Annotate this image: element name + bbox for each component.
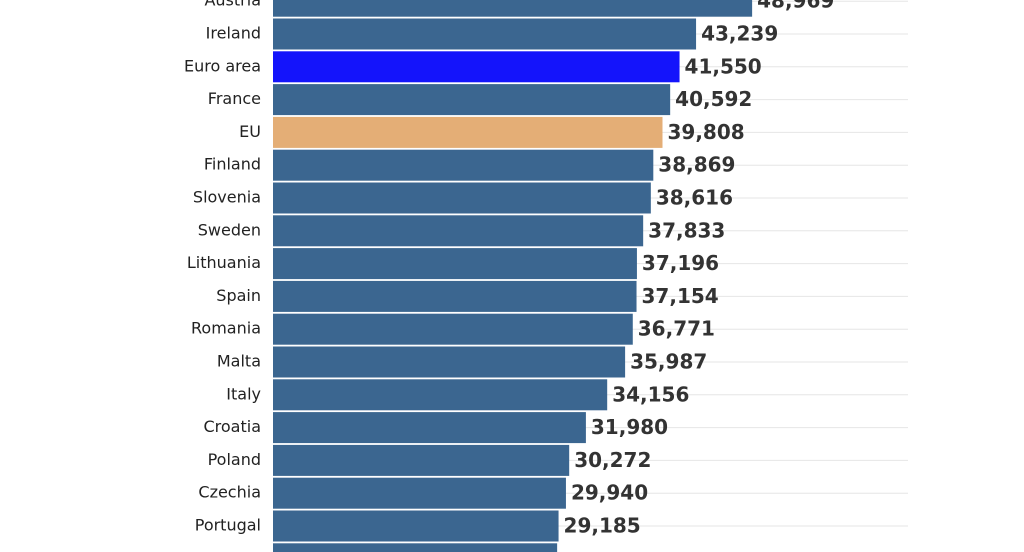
- category-label: Ireland: [206, 24, 261, 43]
- bar: [273, 346, 626, 378]
- bar: [273, 248, 637, 280]
- category-label: Italy: [226, 384, 261, 403]
- bar: [273, 215, 644, 247]
- value-label: 29,185: [564, 514, 641, 538]
- value-label: 35,987: [630, 350, 707, 374]
- category-label: Romania: [191, 319, 261, 338]
- value-label: 37,196: [642, 251, 719, 275]
- bar: [273, 313, 633, 345]
- category-label: Croatia: [203, 417, 261, 436]
- value-label: 38,616: [656, 186, 733, 210]
- category-label: Poland: [208, 450, 261, 469]
- bar: [273, 18, 697, 50]
- category-label: France: [208, 89, 261, 108]
- bar: [273, 0, 753, 17]
- bar: [273, 510, 559, 542]
- bar: [273, 280, 637, 312]
- bar: [273, 84, 671, 116]
- value-label: 40,592: [675, 87, 752, 111]
- value-label: 39,808: [667, 120, 744, 144]
- value-label: 48,969: [757, 0, 834, 13]
- category-label: Spain: [216, 286, 261, 305]
- bar: [273, 379, 608, 411]
- category-label: Sweden: [198, 220, 261, 239]
- value-label: 36,771: [638, 317, 715, 341]
- category-label: Lithuania: [187, 253, 261, 272]
- category-label: Slovenia: [193, 188, 261, 207]
- category-label: Czechia: [198, 483, 261, 502]
- bar: [273, 182, 651, 214]
- bar: [273, 116, 663, 148]
- bar: [273, 444, 570, 476]
- bar: [273, 477, 566, 509]
- bar: [273, 149, 654, 181]
- category-label: Euro area: [184, 56, 261, 75]
- category-label: Malta: [217, 352, 261, 371]
- value-label: 37,154: [642, 284, 719, 308]
- category-label: Finland: [204, 155, 261, 174]
- value-label: 31,980: [591, 415, 668, 439]
- bar: [273, 412, 586, 444]
- bar: [273, 51, 680, 83]
- value-label: 30,272: [574, 448, 651, 472]
- value-label: 34,156: [612, 382, 689, 406]
- value-label: 41,550: [685, 54, 762, 78]
- category-label: Portugal: [195, 516, 261, 535]
- value-label: 37,833: [648, 218, 725, 242]
- category-label: Austria: [204, 0, 261, 10]
- category-label: EU: [239, 122, 261, 141]
- value-label: 29,940: [571, 481, 648, 505]
- value-label: 43,239: [701, 22, 778, 46]
- value-label: 38,869: [658, 153, 735, 177]
- bar: [273, 543, 558, 552]
